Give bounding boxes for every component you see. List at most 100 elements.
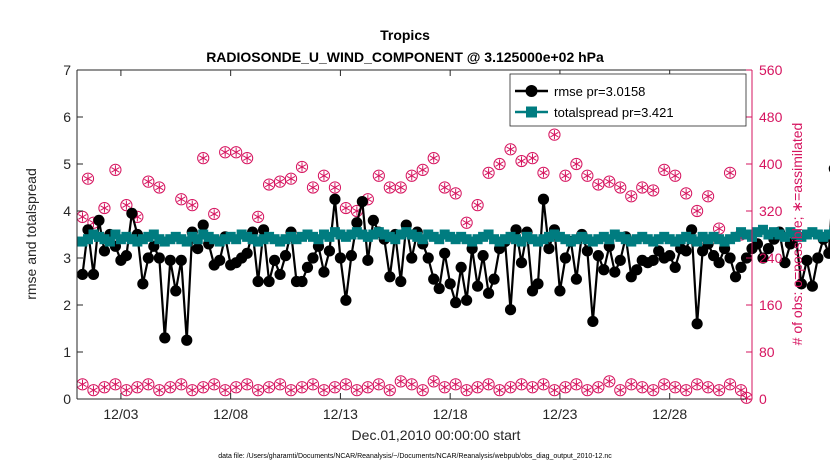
totalspread-point <box>714 234 725 245</box>
obs-low-possible-point <box>219 384 232 397</box>
totalspread-point <box>110 229 121 240</box>
totalspread-point <box>269 234 280 245</box>
obs-possible-point <box>197 152 210 165</box>
totalspread-point <box>461 234 472 245</box>
obs-low-assimilated-point <box>725 379 735 389</box>
obs-assimilated-point <box>297 162 307 172</box>
obs-low-assimilated-point-stroke <box>528 384 537 390</box>
obs-possible-point <box>427 152 440 165</box>
totalspread-point <box>390 234 401 245</box>
obs-low-assimilated-point <box>385 385 395 395</box>
obs-low-possible-point <box>460 384 473 397</box>
totalspread-point <box>143 231 154 242</box>
obs-low-possible-point <box>284 384 298 397</box>
totalspread-point <box>231 234 242 245</box>
obs-assimilated-point <box>429 153 438 163</box>
y-tick-label: 0 <box>63 391 71 407</box>
obs-assimilated-point-stroke <box>638 184 647 191</box>
totalspread-point <box>373 227 384 238</box>
x-tick-label: 12/23 <box>542 406 577 422</box>
obs-possible-point <box>515 154 528 168</box>
rmse-point <box>444 278 456 290</box>
obs-assimilated-point-stroke <box>155 184 164 191</box>
rmse-point <box>93 214 105 226</box>
obs-low-assimilated-point <box>627 379 636 389</box>
obs-low-possible-point <box>482 378 495 391</box>
rmse-point <box>137 278 149 290</box>
totalspread-point <box>115 234 126 245</box>
obs-low-possible-point <box>416 384 429 397</box>
totalspread-point <box>483 229 494 240</box>
obs-assimilated-point-stroke <box>594 181 603 188</box>
totalspread-point <box>401 227 412 238</box>
rmse-point <box>823 247 830 259</box>
obs-low-assimilated-point-stroke <box>495 387 504 393</box>
totalspread-point <box>543 231 554 242</box>
obs-assimilated-point-stroke <box>429 155 438 161</box>
obs-possible-point <box>328 181 342 194</box>
obs-possible-point <box>295 160 309 174</box>
totalspread-point <box>725 234 736 245</box>
totalspread-point <box>297 231 307 242</box>
rmse-point <box>367 214 379 226</box>
obs-assimilated-point <box>539 168 548 178</box>
obs-low-assimilated-point <box>111 379 120 389</box>
obs-assimilated-point-stroke <box>725 170 735 176</box>
totalspread-point <box>609 229 620 240</box>
obs-possible-point <box>142 175 155 188</box>
totalspread-point <box>236 229 247 240</box>
y-right-tick-label: 400 <box>759 156 783 172</box>
obs-possible-point <box>81 172 95 185</box>
obs-assimilated-point <box>517 156 526 166</box>
totalspread-point <box>807 227 818 238</box>
totalspread-point <box>253 236 264 247</box>
obs-assimilated-point-stroke <box>220 149 230 155</box>
obs-low-assimilated-point <box>166 382 175 392</box>
totalspread-point <box>126 234 137 245</box>
obs-assimilated-point <box>484 168 493 178</box>
totalspread-point <box>675 234 686 245</box>
totalspread-point <box>307 231 318 242</box>
obs-low-possible-point <box>295 381 309 394</box>
obs-low-possible-point <box>636 381 649 394</box>
obs-possible-point <box>120 199 133 212</box>
obs-assimilated-point <box>155 182 164 193</box>
obs-assimilated-point <box>648 185 658 196</box>
obs-low-assimilated-point <box>89 385 98 395</box>
obs-possible-point <box>109 163 122 176</box>
obs-assimilated-point <box>440 182 449 193</box>
obs-assimilated-point-stroke <box>264 181 274 188</box>
obs-low-assimilated-point <box>242 379 252 389</box>
obs-low-assimilated-point <box>681 385 691 395</box>
obs-possible-point <box>175 193 188 206</box>
rmse-point <box>598 264 610 276</box>
obs-possible-point <box>526 152 539 165</box>
obs-low-assimilated-point <box>330 382 340 392</box>
obs-low-assimilated-point-stroke <box>220 387 230 393</box>
rmse-point <box>609 266 621 278</box>
x-tick-label: 12/28 <box>652 406 687 422</box>
obs-low-assimilated-point <box>177 379 186 389</box>
totalspread-point <box>291 234 302 245</box>
obs-assimilated-point-stroke <box>451 190 460 197</box>
obs-low-assimilated-point <box>550 385 559 395</box>
obs-low-assimilated-point <box>297 382 307 392</box>
obs-low-assimilated-point <box>286 385 296 395</box>
obs-assimilated-point <box>583 171 592 181</box>
obs-possible-point <box>723 166 737 179</box>
obs-low-possible-point <box>537 378 550 391</box>
rmse-point <box>455 261 467 273</box>
totalspread-point <box>785 227 796 238</box>
chart-subtitle: RADIOSONDE_U_WIND_COMPONENT @ 3.125000e+… <box>206 49 604 65</box>
rmse-point <box>323 245 336 257</box>
obs-low-possible-point <box>98 381 111 394</box>
obs-low-assimilated-point-stroke <box>144 381 153 388</box>
rmse-point <box>488 273 500 285</box>
totalspread-point <box>225 231 236 242</box>
obs-possible-point <box>416 163 429 176</box>
obs-low-possible-point <box>504 381 517 394</box>
rmse-point <box>779 257 791 269</box>
rmse-point <box>554 285 566 297</box>
obs-low-assimilated-point <box>506 382 515 392</box>
obs-assimilated-point-stroke <box>308 184 318 191</box>
